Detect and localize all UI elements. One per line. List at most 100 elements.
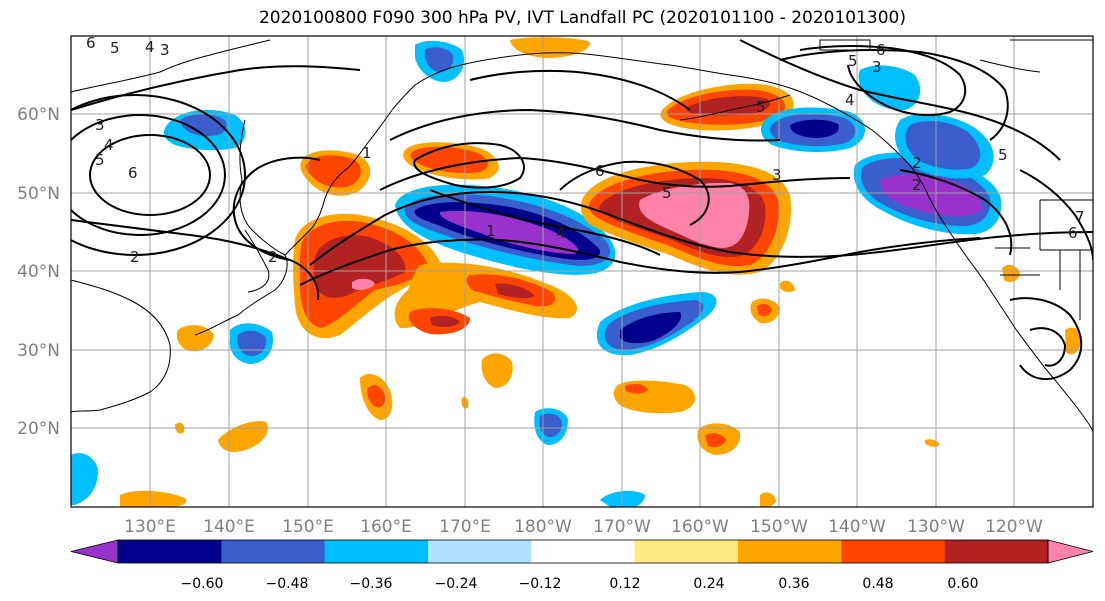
contour-label: 6 (86, 34, 96, 52)
negative-anomaly-northeast (880, 174, 983, 217)
positive-anomaly-small (481, 353, 513, 388)
colorbar-swatch (738, 540, 842, 563)
contour-label: 5 (998, 146, 1008, 164)
lon-label: 120°W (985, 517, 1043, 537)
lon-label: 150°E (282, 517, 334, 537)
colorbar-swatch (634, 540, 739, 563)
colorbar-tick-label: 0.24 (693, 576, 724, 592)
lat-label: 30°N (17, 341, 60, 361)
positive-anomaly-small (757, 303, 772, 317)
positive-anomaly-band (430, 315, 460, 327)
contour-label: 6 (595, 162, 605, 180)
contour-label: 3 (872, 58, 882, 76)
lon-label: 130°E (124, 517, 176, 537)
contour-label: 4 (556, 224, 566, 242)
lat-label: 50°N (17, 184, 60, 204)
lon-label: 140°E (203, 517, 255, 537)
colorbar-tick-label: 0.48 (862, 576, 893, 592)
colorbar-tick-label: −0.48 (266, 576, 309, 592)
positive-anomaly-small (625, 383, 648, 394)
lon-label: 170°E (439, 517, 491, 537)
positive-anomaly-aleutian (686, 96, 771, 116)
colorbar-swatch (944, 540, 1049, 563)
contour-label: 5 (110, 39, 120, 57)
positive-anomaly-small (218, 421, 268, 452)
map-frame (70, 35, 1094, 508)
positive-anomaly-small (760, 492, 776, 507)
positive-anomaly-japan (313, 235, 406, 298)
contour-label: 4 (145, 38, 155, 56)
colorbar-tick-label: −0.24 (435, 576, 478, 592)
colorbar-extend-low (70, 539, 119, 564)
positive-anomaly-small (1002, 264, 1020, 282)
positive-anomaly-small (120, 490, 187, 507)
positive-anomaly-band (495, 283, 535, 299)
contour-label: 5 (95, 151, 105, 169)
contour-label: 6 (876, 41, 886, 59)
contour-label: 2 (130, 248, 140, 266)
pv-contours (71, 39, 1093, 380)
colorbar-tick-labels: −0.60 −0.48 −0.36 −0.24 −0.12 0.12 0.24 … (181, 576, 979, 592)
lon-label: 180°W (514, 517, 572, 537)
negative-anomaly-hawaii-north (539, 413, 562, 438)
colorbar-swatch (428, 540, 532, 563)
negative-anomaly-central (439, 210, 579, 254)
positive-anomaly-small (780, 280, 795, 293)
negative-anomaly-canada (905, 120, 981, 170)
contour-label: 6 (128, 164, 138, 182)
contour-label: 4 (845, 91, 855, 109)
colorbar-tick-label: 0.12 (609, 576, 640, 592)
contour-label: 5 (662, 184, 672, 202)
colorbar-swatch (324, 540, 429, 563)
contour-label: 2 (912, 176, 922, 194)
colorbar-tick-label: −0.12 (519, 576, 562, 592)
colorbar-swatch (221, 540, 326, 563)
positive-anomaly-small (1065, 327, 1082, 355)
contour-label: 3 (160, 41, 170, 59)
contour-label: 2 (268, 248, 278, 266)
contour-label: 6 (1068, 224, 1078, 242)
negative-anomaly-sw (71, 453, 98, 505)
negative-anomaly-alaska (790, 119, 839, 138)
lon-label: 160°W (671, 517, 729, 537)
colorbar-swatch (841, 540, 946, 563)
positive-anomaly-kamchatka (306, 155, 362, 188)
contour-label: 3 (95, 116, 105, 134)
colorbar-tick-label: 0.36 (778, 576, 809, 592)
contour-label: 7 (1075, 208, 1085, 226)
lat-label: 60°N (17, 105, 60, 125)
colorbar-swatch (118, 540, 222, 563)
colorbar-extend-high (1047, 539, 1094, 564)
longitude-labels: 130°E 140°E 150°E 160°E 170°E 180°W 170°… (124, 517, 1043, 537)
contour-label: 1 (486, 222, 496, 240)
contour-label: 5 (848, 52, 858, 70)
coastlines (71, 39, 1093, 433)
positive-anomaly-small (705, 433, 726, 448)
positive-anomaly-small (367, 385, 386, 408)
colorbar-swatches (70, 539, 1094, 564)
lon-label: 150°W (750, 517, 808, 537)
colorbar-swatch (531, 540, 636, 563)
negative-anomaly-subtropical (620, 312, 682, 344)
contour-label-group: 6 5 4 3 3 4 5 6 2 1 2 1 4 6 5 3 5 4 5 6 … (86, 34, 1085, 266)
positive-anomaly-gulf (639, 182, 750, 248)
colorbar-frame (117, 539, 1049, 564)
lon-label: 170°W (593, 517, 651, 537)
contour-label: 5 (756, 98, 766, 116)
positive-anomaly-japan (352, 278, 375, 291)
contour-label: 2 (912, 154, 922, 172)
contour-label: 1 (362, 144, 372, 162)
figure-title: 2020100800 F090 300 hPa PV, IVT Landfall… (258, 8, 906, 28)
lat-label: 20°N (17, 419, 60, 439)
colorbar-tick-label: −0.36 (350, 576, 393, 592)
negative-anomaly-arctic (424, 47, 454, 72)
lon-label: 160°E (360, 517, 412, 537)
lon-label: 140°W (828, 517, 886, 537)
colorbar-tick-label: 0.60 (947, 576, 978, 592)
latitude-labels: 60°N 50°N 40°N 30°N 20°N (17, 105, 60, 439)
contour-label: 3 (772, 166, 782, 184)
contour-label: 4 (104, 136, 114, 154)
colorbar-tick-label: −0.60 (181, 576, 224, 592)
